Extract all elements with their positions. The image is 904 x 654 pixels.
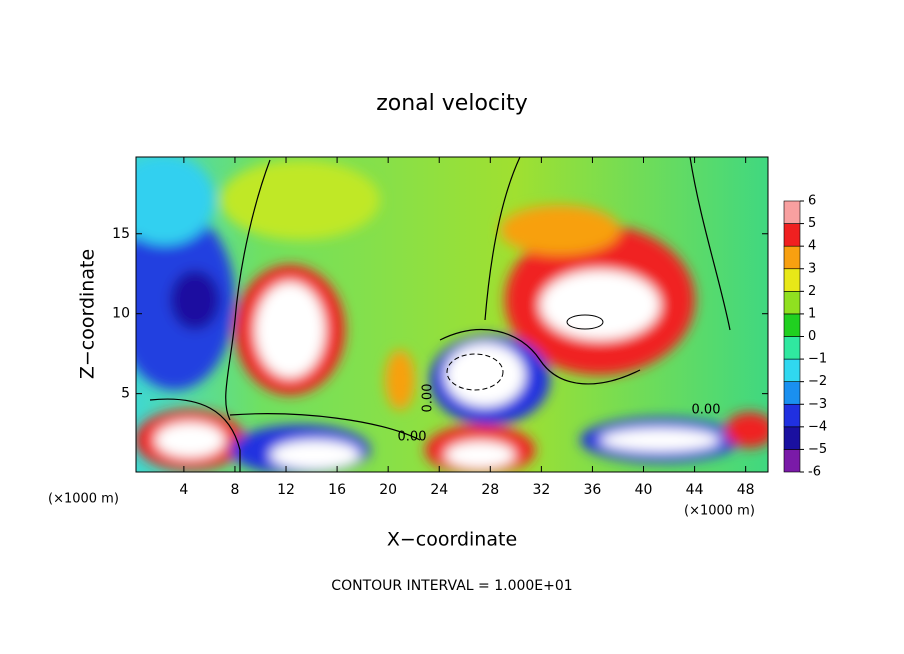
colorbar-label: −2 xyxy=(808,374,827,389)
colorbar-segment xyxy=(783,449,801,473)
colorbar-segment xyxy=(783,313,801,337)
colorbar-segment xyxy=(783,336,801,360)
annotation: CONTOUR INTERVAL = 1.000E+01 xyxy=(331,578,572,594)
x-tick-label: 48 xyxy=(737,482,755,498)
colorbar-label: 5 xyxy=(808,216,816,231)
chart-title: zonal velocity xyxy=(376,91,528,116)
x-tick-label: 44 xyxy=(686,482,704,498)
x-tick-label: 4 xyxy=(179,482,188,498)
contour-label: 0.00 xyxy=(398,430,427,445)
x-tick-label: 36 xyxy=(584,482,602,498)
colorbar-label: 4 xyxy=(808,239,816,254)
x-unit: (×1000 m) xyxy=(48,492,119,507)
x-tick-label: 24 xyxy=(430,482,448,498)
colorbar-segment xyxy=(783,245,801,270)
colorbar-segment xyxy=(783,223,801,247)
x-tick-label: 12 xyxy=(277,482,295,498)
plot-frame xyxy=(135,156,769,473)
colorbar-label: −5 xyxy=(808,442,827,457)
colorbar-label: -6 xyxy=(808,465,821,480)
colorbar-segment xyxy=(783,381,801,405)
y-axis-label: Z−coordinate xyxy=(77,249,99,379)
colorbar-segment xyxy=(783,358,801,382)
colorbar-label: −4 xyxy=(808,419,827,434)
contour-label: 0.00 xyxy=(421,384,436,413)
colorbar-label: −1 xyxy=(808,352,827,367)
contour-label: 0.00 xyxy=(692,403,721,418)
x-tick-label: 28 xyxy=(481,482,499,498)
x-tick-label: 8 xyxy=(230,482,239,498)
y-tick-label: 10 xyxy=(112,306,130,322)
colorbar-segment xyxy=(783,268,801,292)
colorbar-segment xyxy=(783,200,801,224)
colorbar-label: 3 xyxy=(808,261,816,276)
x-tick-label: 16 xyxy=(328,482,346,498)
colorbar-segment xyxy=(783,291,801,315)
colorbar-segment xyxy=(783,403,801,428)
colorbar-label: 1 xyxy=(808,306,816,321)
y-tick-label: 15 xyxy=(112,226,130,242)
colorbar-label: 0 xyxy=(808,329,816,344)
colorbar-segment xyxy=(783,426,801,450)
colorbar-label: 2 xyxy=(808,284,816,299)
x-tick-label: 32 xyxy=(532,482,550,498)
colorbar-label: 6 xyxy=(808,194,816,209)
y-tick-label: 5 xyxy=(121,386,130,402)
x-tick-label: 40 xyxy=(635,482,653,498)
x-tick-label: 20 xyxy=(379,482,397,498)
colorbar-label: −3 xyxy=(808,397,827,412)
x-unit: (×1000 m) xyxy=(684,504,755,519)
field xyxy=(136,157,768,472)
x-axis-label: X−coordinate xyxy=(387,529,517,551)
